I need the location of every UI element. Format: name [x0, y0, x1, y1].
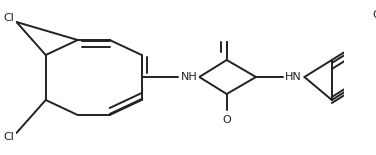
Text: O: O	[372, 10, 376, 20]
Text: Cl: Cl	[4, 132, 15, 142]
Text: HN: HN	[285, 72, 302, 82]
Text: Cl: Cl	[4, 13, 15, 23]
Text: O: O	[222, 115, 231, 125]
Text: NH: NH	[181, 72, 198, 82]
